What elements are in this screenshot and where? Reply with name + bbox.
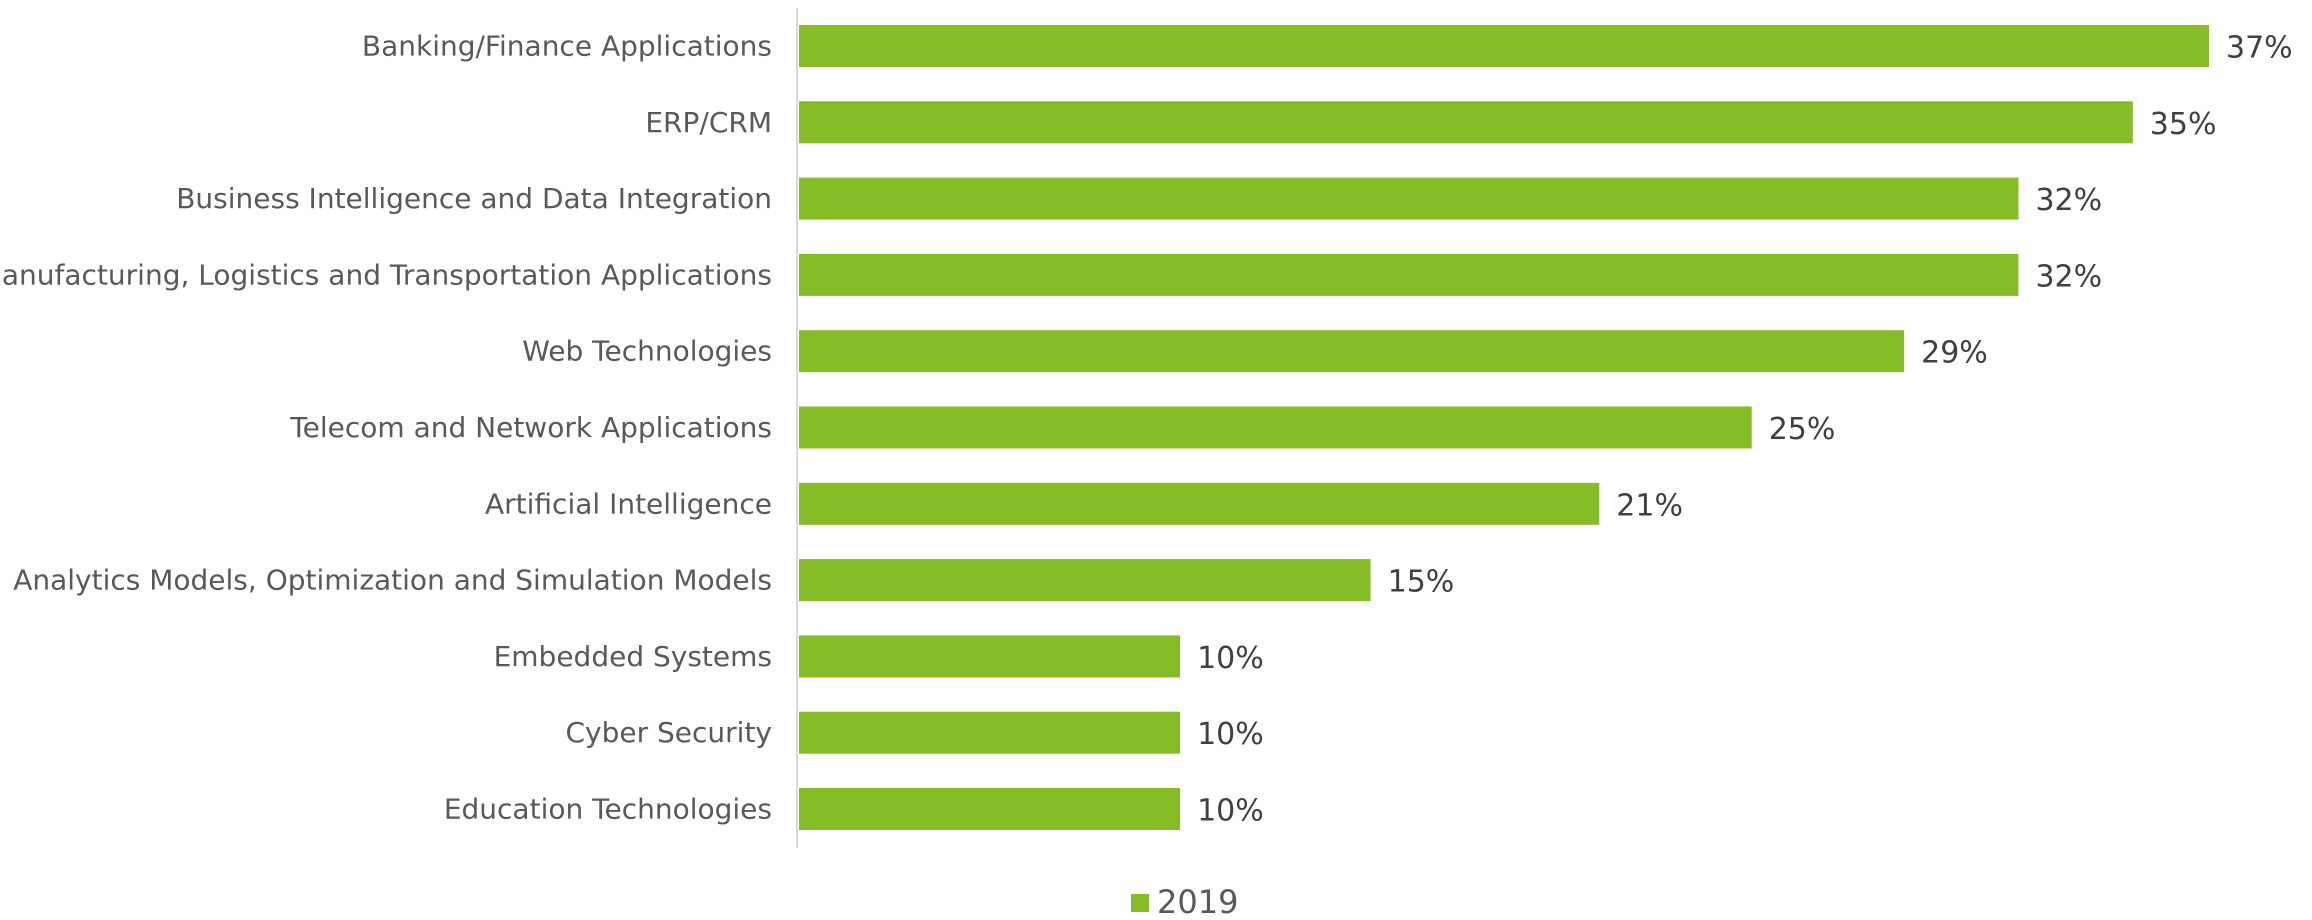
bar: [799, 711, 1181, 754]
bar: [799, 25, 2209, 67]
category-label: Artificial Intelligence: [485, 487, 772, 520]
bar: [799, 635, 1181, 678]
data-label: 29%: [1921, 336, 1988, 371]
legend-label: 2019: [1157, 883, 1238, 916]
bar: [799, 788, 1181, 830]
data-label: 32%: [2035, 259, 2102, 294]
bar: [799, 559, 1371, 602]
data-label: 35%: [2150, 107, 2217, 142]
data-label: 10%: [1197, 794, 1264, 829]
data-label: 32%: [2035, 183, 2102, 218]
category-label: Embedded Systems: [494, 640, 772, 673]
data-label: 15%: [1388, 565, 1455, 600]
data-label: 10%: [1197, 641, 1264, 676]
category-label: Banking/Finance Applications: [362, 30, 772, 63]
category-label: Education Technologies: [444, 793, 772, 826]
legend: 2019: [1131, 883, 1238, 920]
bar-series: [799, 25, 2209, 830]
bar: [799, 177, 2019, 220]
bar: [799, 253, 2019, 296]
data-label: 37%: [2226, 31, 2293, 66]
data-label: 21%: [1616, 488, 1683, 523]
category-label: Web Technologies: [522, 335, 772, 368]
bar: [799, 482, 1600, 525]
bar: [799, 406, 1752, 449]
data-label: 25%: [1769, 412, 1836, 447]
data-label: 10%: [1197, 717, 1264, 752]
bar: [799, 101, 2133, 144]
category-label: Telecom and Network Applications: [289, 411, 772, 444]
category-label: Manufacturing, Logistics and Transportat…: [0, 258, 772, 291]
category-label: ERP/CRM: [645, 106, 772, 139]
bar: [799, 330, 1905, 373]
category-label: Analytics Models, Optimization and Simul…: [13, 564, 772, 597]
legend-swatch: [1131, 894, 1149, 912]
category-label: Cyber Security: [565, 716, 772, 749]
category-labels: Banking/Finance Applications ERP/CRM Busin…: [0, 30, 772, 826]
data-labels: 37% 35% 32% 32% 29% 25% 21% 15% 10% 10% 10%: [1197, 31, 2293, 829]
category-label: Business Intelligence and Data Integrati…: [176, 182, 772, 215]
